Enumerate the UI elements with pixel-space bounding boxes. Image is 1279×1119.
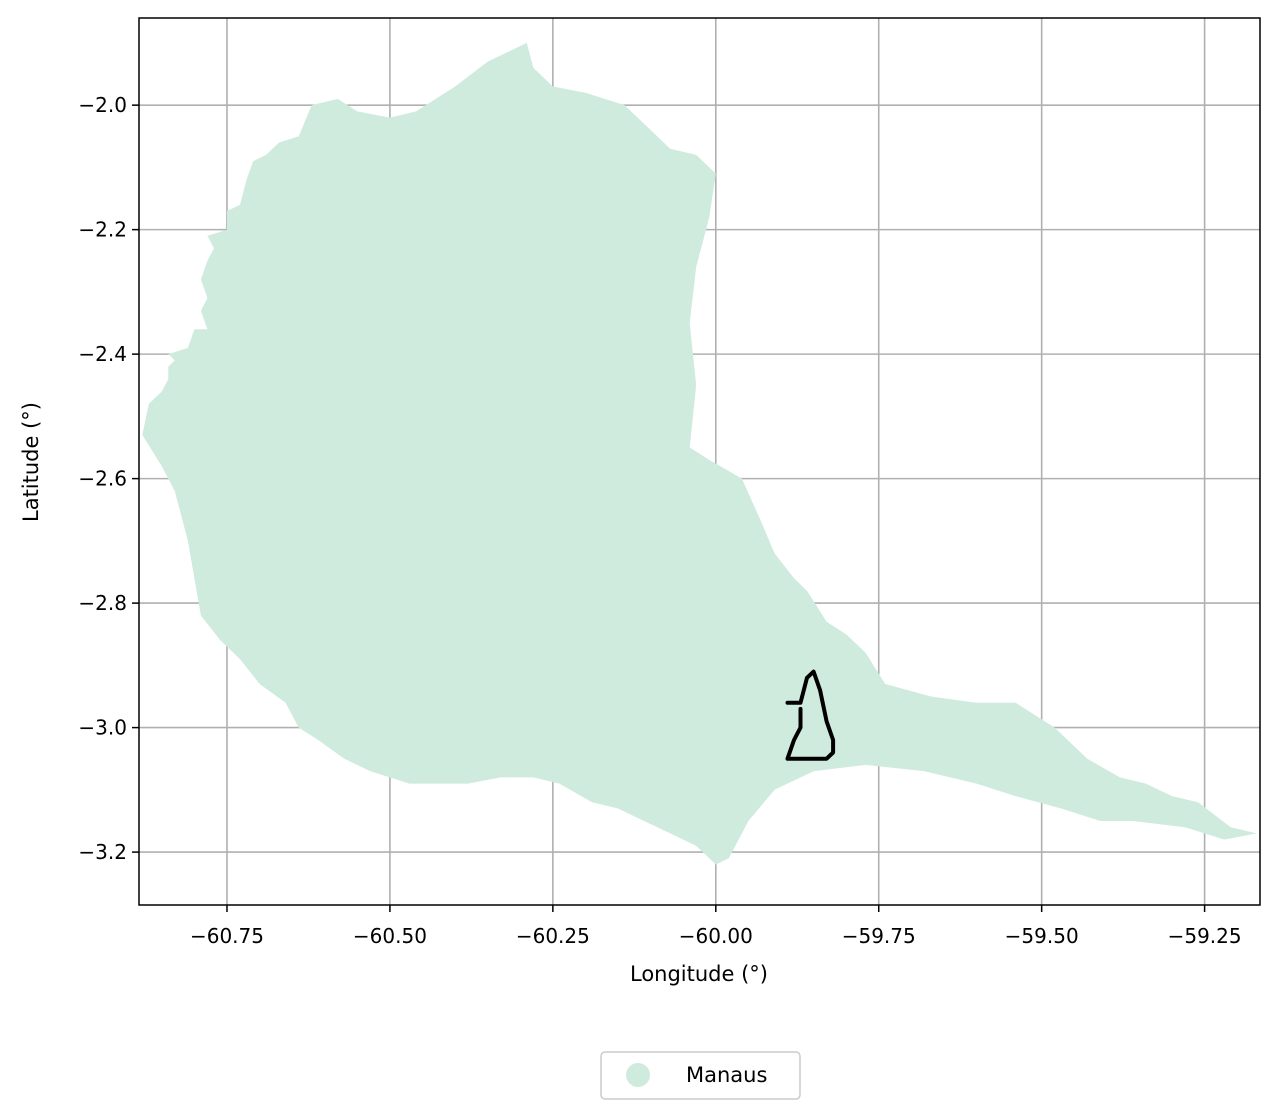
x-tick-label-4: −59.75 bbox=[842, 924, 916, 948]
region-manaus bbox=[142, 42, 1257, 865]
y-tick-label-5: −3.0 bbox=[78, 716, 127, 740]
x-axis-label: Longitude (°) bbox=[630, 962, 768, 986]
boundary-outline bbox=[785, 669, 836, 761]
map-region-layer bbox=[142, 42, 1257, 865]
legend-swatch bbox=[626, 1063, 650, 1087]
y-axis-label: Latitude (°) bbox=[19, 402, 43, 522]
plot-frame bbox=[138, 17, 1261, 906]
y-tick-label-4: −2.8 bbox=[78, 591, 127, 615]
x-tick-label-6: −59.25 bbox=[1168, 924, 1242, 948]
y-tick-label-3: −2.6 bbox=[78, 467, 127, 491]
boundary-outline-layer bbox=[785, 669, 836, 761]
legend-label: Manaus bbox=[686, 1063, 767, 1087]
x-tick-label-1: −60.50 bbox=[353, 924, 427, 948]
y-axis-ticks: −2.0 −2.2 −2.4 −2.6 −2.8 −3.0 −3.2 bbox=[78, 93, 139, 864]
legend: Manaus bbox=[600, 1051, 801, 1100]
y-tick-label-1: −2.2 bbox=[78, 218, 127, 242]
x-tick-label-2: −60.25 bbox=[516, 924, 590, 948]
y-tick-label-2: −2.4 bbox=[78, 342, 127, 366]
y-tick-label-6: −3.2 bbox=[78, 840, 127, 864]
x-tick-label-0: −60.75 bbox=[190, 924, 264, 948]
y-tick-label-0: −2.0 bbox=[78, 93, 127, 117]
legend-box bbox=[600, 1051, 801, 1100]
x-axis-ticks: −60.75 −60.50 −60.25 −60.00 −59.75 −59.50 −59.… bbox=[190, 905, 1242, 948]
x-tick-label-5: −59.50 bbox=[1005, 924, 1079, 948]
x-tick-label-3: −60.00 bbox=[679, 924, 753, 948]
